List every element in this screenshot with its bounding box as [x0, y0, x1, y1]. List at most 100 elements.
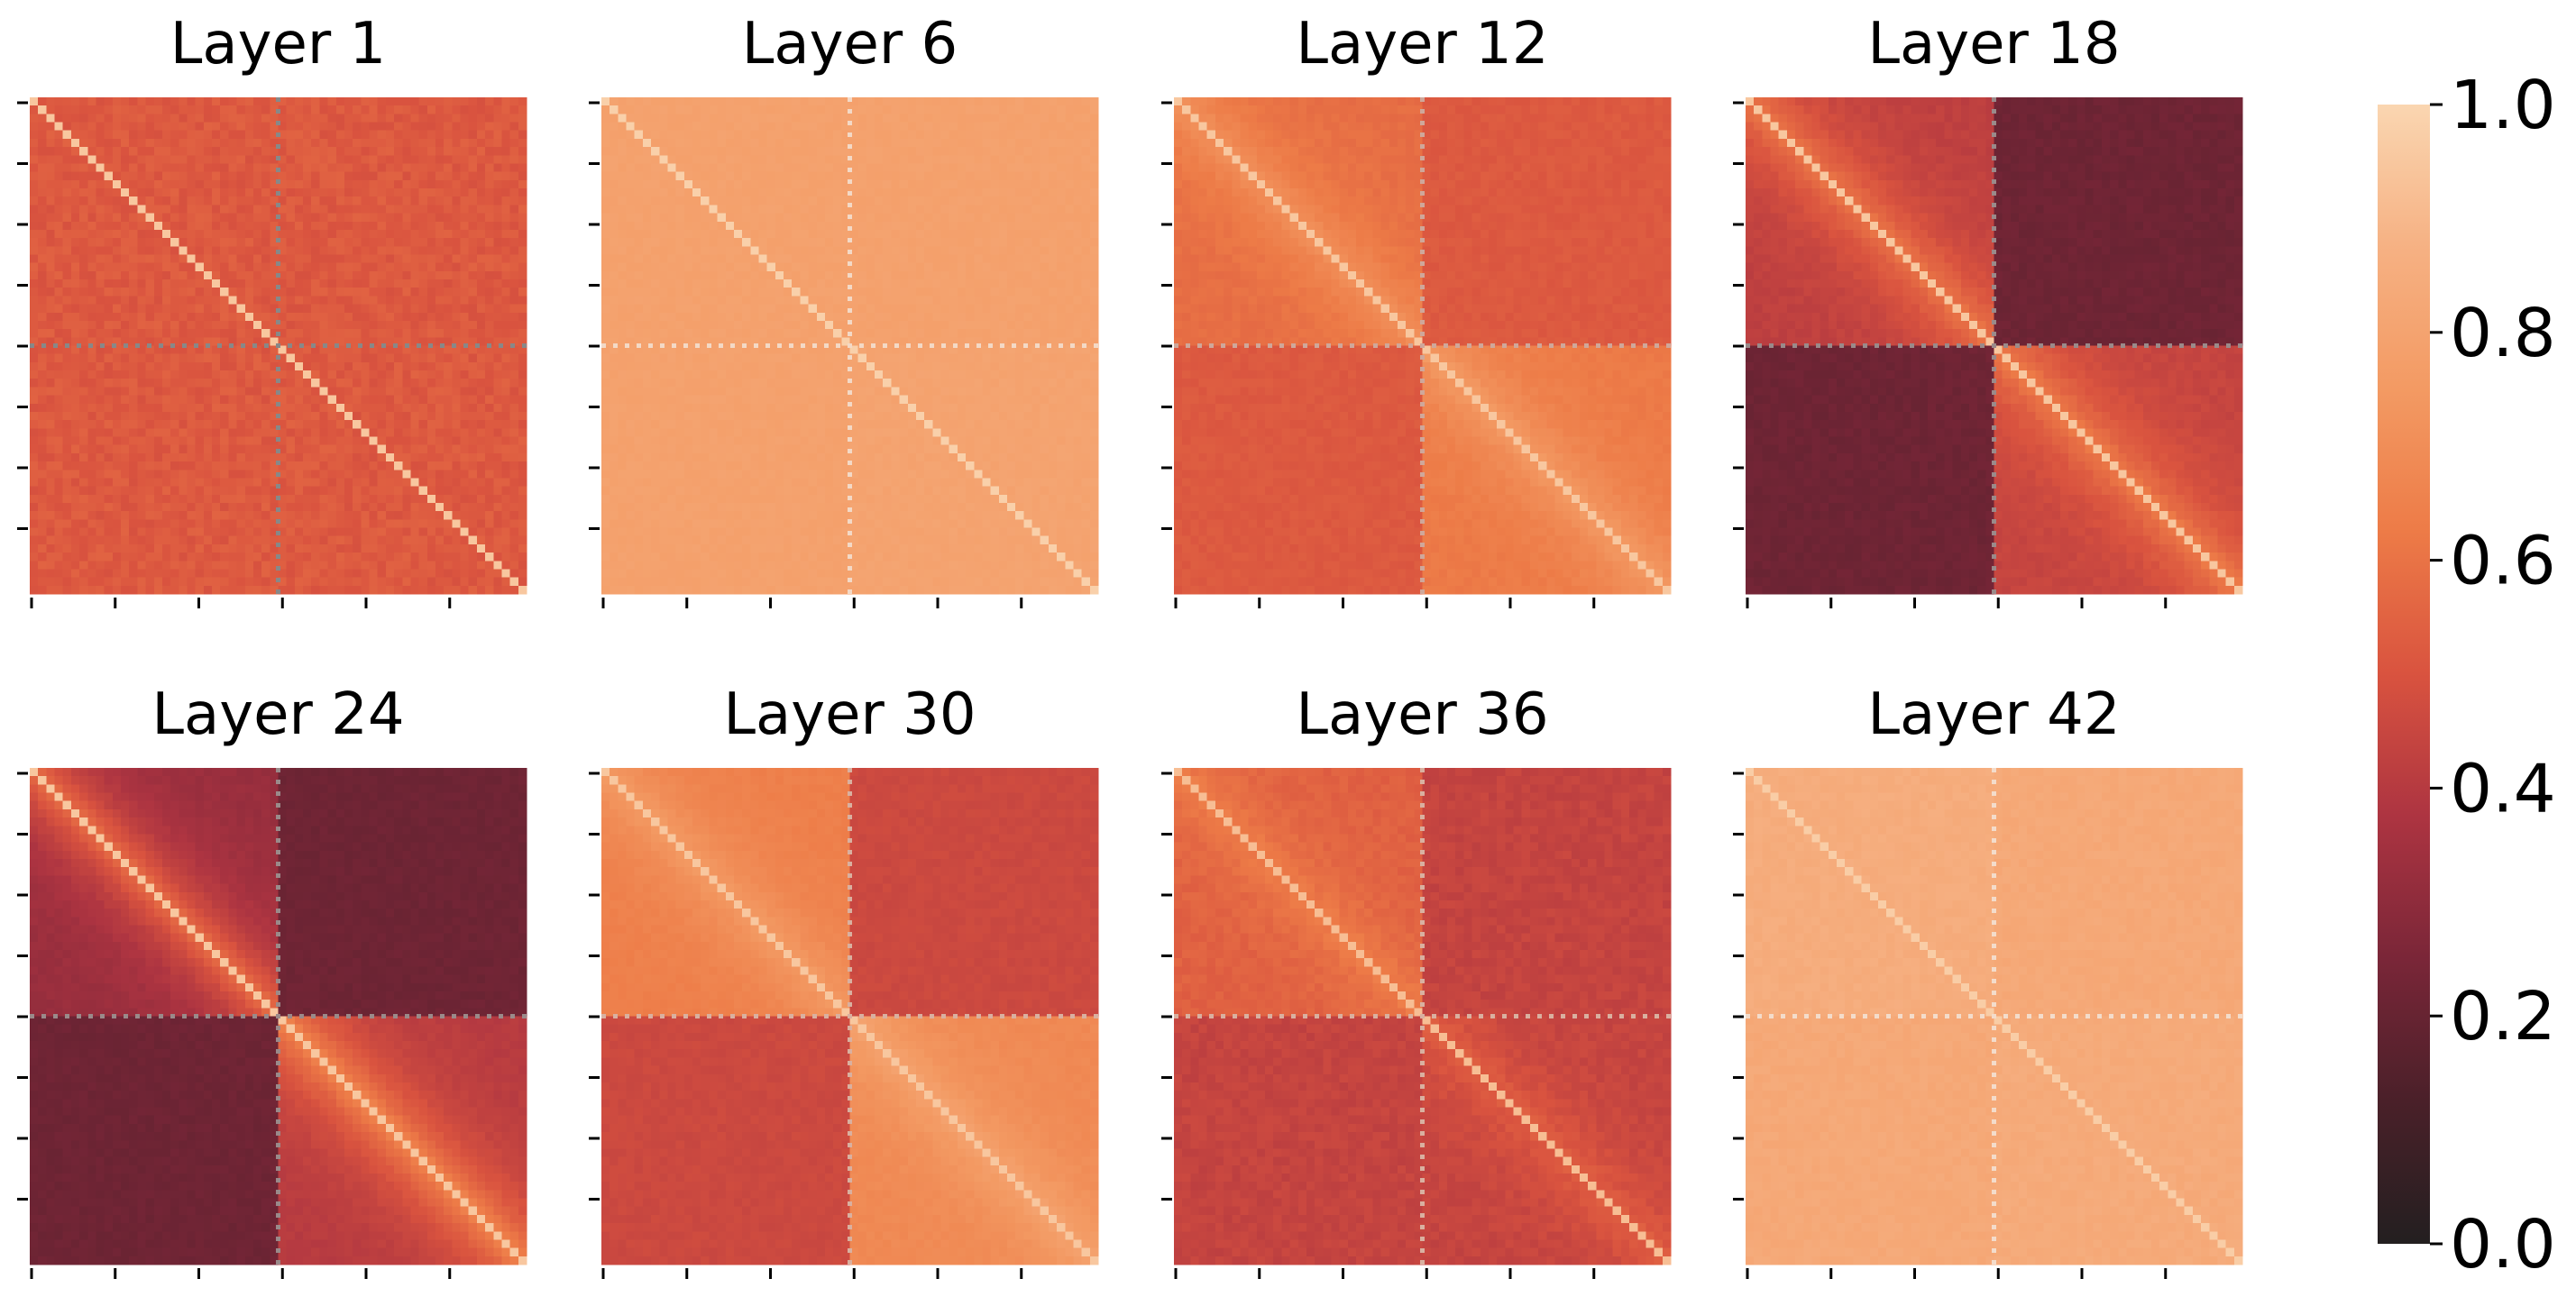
heatmap-cell [244, 569, 254, 579]
heatmap-cell [327, 122, 337, 132]
heatmap-cell [137, 188, 147, 197]
heatmap-cell [87, 519, 97, 529]
heatmap-cell [701, 97, 710, 106]
heatmap-cell [46, 452, 56, 462]
heatmap-cell [742, 196, 751, 205]
heatmap-cell [493, 254, 503, 264]
heatmap-cell [907, 163, 917, 173]
heatmap-cell [485, 114, 494, 123]
heatmap-cell [642, 114, 652, 123]
heatmap-cell [327, 163, 337, 173]
heatmap-cell [252, 370, 262, 379]
heatmap-cell [634, 147, 644, 156]
heatmap-cell [161, 561, 171, 571]
heatmap-cell [153, 238, 163, 247]
heatmap-cell [1065, 97, 1075, 106]
heatmap-cell [709, 97, 719, 106]
heatmap-cell [418, 138, 428, 148]
heatmap-cell [501, 296, 511, 306]
heatmap-cell [932, 138, 942, 148]
heatmap-cell [153, 163, 163, 173]
heatmap-cell [129, 246, 138, 256]
heatmap-cell [70, 370, 80, 379]
heatmap-cell [153, 452, 163, 462]
heatmap-cell [203, 577, 213, 587]
heatmap-cell [1089, 114, 1099, 123]
heatmap-cell [733, 279, 743, 288]
heatmap-cell [949, 171, 958, 181]
heatmap-cell [518, 262, 527, 272]
heatmap-cell [509, 254, 519, 264]
heatmap-cell [501, 345, 511, 355]
heatmap-cell [228, 543, 238, 553]
heatmap-cell [145, 527, 155, 537]
heatmap-cell [659, 221, 669, 231]
heatmap-cell [435, 428, 445, 438]
heatmap-cell [974, 130, 984, 140]
heatmap-cell [385, 411, 395, 421]
heatmap-cell [286, 502, 296, 512]
heatmap-cell [327, 428, 337, 438]
heatmap-cell [87, 527, 97, 537]
heatmap-cell [319, 461, 329, 470]
heatmap-cell [104, 494, 114, 504]
heatmap-cell [161, 502, 171, 512]
heatmap-cell [104, 246, 114, 256]
heatmap-cell [410, 470, 420, 479]
heatmap-cell [261, 122, 270, 132]
heatmap-cell [161, 494, 171, 504]
heatmap-cell [990, 270, 1000, 280]
heatmap-cell [402, 254, 412, 264]
heatmap-cell [1031, 171, 1041, 181]
heatmap-cell [733, 155, 743, 165]
heatmap-cell [418, 312, 428, 322]
heatmap-cell [170, 478, 179, 488]
heatmap-cell [410, 97, 420, 106]
heatmap-cell [203, 379, 213, 388]
heatmap-cell [518, 246, 527, 256]
heatmap-cell [79, 279, 88, 288]
heatmap-cell [369, 345, 379, 355]
heatmap-cell [369, 444, 379, 454]
heatmap-cell [129, 345, 138, 355]
heatmap-cell [816, 262, 826, 272]
heatmap-cell [1073, 138, 1083, 148]
heatmap-cell [949, 122, 958, 132]
heatmap-cell [311, 171, 321, 181]
heatmap-cell [1040, 262, 1050, 272]
heatmap-cell [394, 502, 403, 512]
heatmap-cell [659, 97, 669, 106]
heatmap-cell [87, 585, 97, 595]
heatmap-cell [932, 105, 942, 114]
heatmap-cell [220, 312, 229, 322]
heatmap-cell [46, 379, 56, 388]
heatmap-cell [62, 105, 72, 114]
heatmap-cell [402, 122, 412, 132]
heatmap-cell [244, 486, 254, 496]
heatmap-cell [683, 163, 693, 173]
heatmap-cell [435, 221, 445, 231]
heatmap-cell [601, 254, 610, 264]
heatmap-cell [153, 229, 163, 239]
heatmap-cell [369, 188, 379, 197]
heatmap-cell [518, 502, 527, 512]
heatmap-cell [54, 337, 64, 347]
heatmap-cell [1031, 105, 1041, 114]
heatmap-cell [982, 213, 992, 223]
heatmap-cell [369, 436, 379, 446]
heatmap-cell [228, 329, 238, 338]
heatmap-cell [1006, 171, 1016, 181]
heatmap-cell [940, 229, 950, 239]
heatmap-cell [220, 329, 229, 338]
heatmap-cell [460, 452, 470, 462]
heatmap-cell [121, 97, 130, 106]
heatmap-cell [361, 138, 371, 148]
heatmap-cell [327, 511, 337, 520]
heatmap-cell [460, 527, 470, 537]
heatmap-cell [460, 254, 470, 264]
heatmap-cell [766, 114, 776, 123]
heatmap-cell [319, 436, 329, 446]
heatmap-cell [452, 155, 462, 165]
heatmap-cell [87, 420, 97, 429]
